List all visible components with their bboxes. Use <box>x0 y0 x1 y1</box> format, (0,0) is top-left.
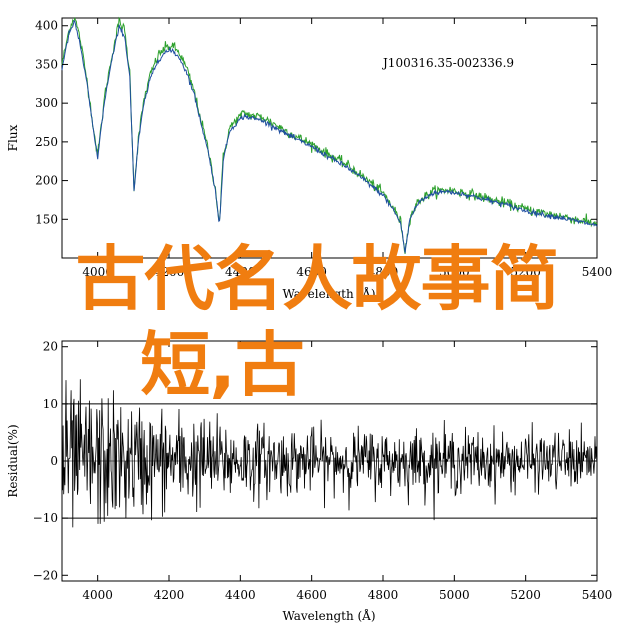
x-tick-label: 4400 <box>225 588 256 602</box>
flux-x-ticks: 4000 4200 4400 4600 4800 5000 5200 5400 <box>82 18 612 279</box>
residual-x-ticks: 4000 4200 4400 4600 4800 5000 5200 5400 <box>82 341 612 602</box>
y-tick-label: 400 <box>35 19 58 33</box>
x-tick-label: 4600 <box>296 265 327 279</box>
flux-y-ticks: 150 200 250 300 350 400 <box>35 19 597 226</box>
x-tick-label: 5000 <box>439 588 470 602</box>
x-tick-label: 5400 <box>582 265 613 279</box>
y-tick-label: −10 <box>33 511 58 525</box>
flux-panel: 150 200 250 300 350 400 4000 4200 4400 4600 4800 5… <box>6 16 612 301</box>
y-tick-label: 0 <box>50 454 58 468</box>
x-tick-label: 5200 <box>510 588 541 602</box>
x-tick-label: 4800 <box>368 588 399 602</box>
y-tick-label: 250 <box>35 135 58 149</box>
x-tick-label: 4200 <box>154 588 185 602</box>
residual-series-line <box>61 379 598 528</box>
x-tick-label: 4000 <box>82 265 113 279</box>
residual-series-group <box>61 379 598 528</box>
x-tick-label: 4000 <box>82 588 113 602</box>
flux-model-series-line <box>61 16 598 255</box>
residual-panel: −20 −10 0 10 20 4000 4200 4400 4600 4800 5000 5200… <box>6 340 612 623</box>
y-tick-label: −20 <box>33 568 58 582</box>
flux-observed-series-line <box>61 19 598 253</box>
x-tick-label: 4600 <box>296 588 327 602</box>
x-tick-label: 4400 <box>225 265 256 279</box>
y-tick-label: 150 <box>35 212 58 226</box>
flux-plot-frame <box>61 17 598 259</box>
x-tick-label: 5200 <box>510 265 541 279</box>
flux-series-group <box>61 16 598 255</box>
x-tick-label: 5400 <box>582 588 613 602</box>
x-tick-label: 4800 <box>368 265 399 279</box>
residual-y-axis-label: Residual(%) <box>6 424 20 497</box>
y-tick-label: 20 <box>43 340 58 354</box>
x-tick-label: 5000 <box>439 265 470 279</box>
flux-x-axis-label: Wavelength (Å) <box>282 286 375 301</box>
spectrum-id-annotation: J100316.35-002336.9 <box>381 56 514 70</box>
x-tick-label: 4200 <box>154 265 185 279</box>
y-tick-label: 350 <box>35 57 58 71</box>
y-tick-label: 300 <box>35 96 58 110</box>
y-tick-label: 10 <box>43 397 58 411</box>
flux-y-axis-label: Flux <box>6 124 20 151</box>
y-tick-label: 200 <box>35 174 58 188</box>
residual-x-axis-label: Wavelength (Å) <box>282 608 375 623</box>
residual-y-ticks: −20 −10 0 10 20 <box>33 340 597 582</box>
